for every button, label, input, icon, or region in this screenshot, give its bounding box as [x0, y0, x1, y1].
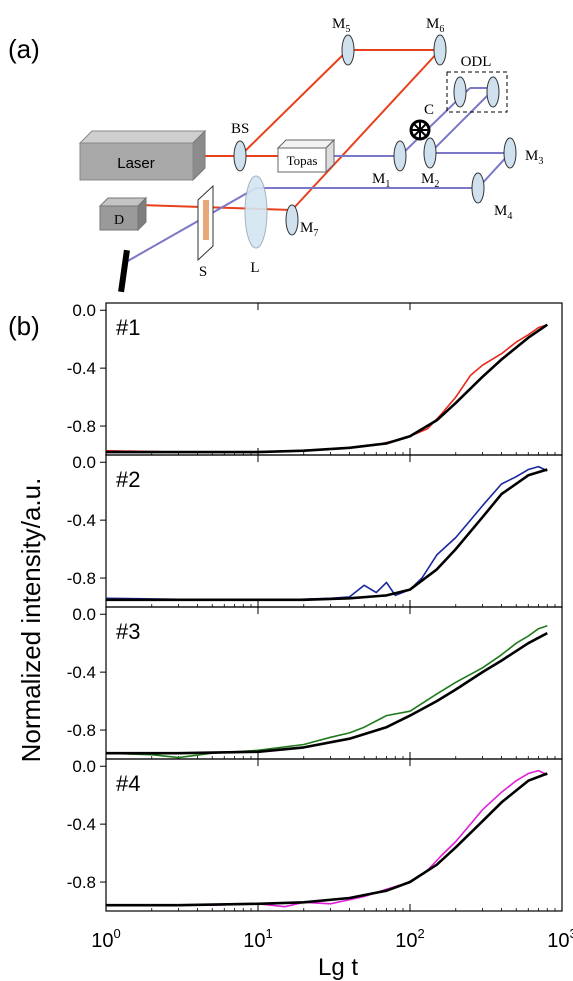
y-tick-label: -0.8: [67, 569, 96, 588]
y-tick-label: 0.0: [72, 301, 96, 320]
odl-mirror-1: [453, 76, 467, 108]
detector-box: D: [98, 196, 148, 232]
subplot-title: #4: [116, 771, 140, 796]
x-axis-title: Lg t: [318, 954, 358, 981]
y-tick-label: -0.8: [67, 417, 96, 436]
data-line: [106, 769, 548, 908]
m3-label: M3: [525, 148, 543, 167]
beam-dump: [118, 249, 130, 293]
y-tick-label: -0.8: [67, 873, 96, 892]
data-line: [105, 465, 548, 601]
x-tick-label: 102: [395, 926, 424, 952]
y-tick-label: -0.4: [67, 359, 96, 378]
subplot-title: #2: [116, 467, 140, 492]
topas-box: Topas: [276, 138, 336, 174]
x-tick-label: 101: [243, 926, 272, 952]
sample-label: S: [199, 264, 207, 280]
subplot-4: 0.0 -0.4 -0.8 #4: [67, 757, 563, 912]
y-tick-label: 0.0: [72, 605, 96, 624]
odl-label: ODL: [461, 54, 492, 70]
sample: S: [197, 184, 214, 280]
lens: L: [244, 175, 268, 276]
x-tick-label: 103: [547, 926, 573, 952]
plot-frame: [105, 454, 563, 608]
y-tick-label: -0.4: [67, 815, 96, 834]
m6-label: M6: [426, 16, 444, 35]
m5-label: M5: [332, 16, 350, 35]
m7-label: M7: [300, 220, 318, 239]
pump-beam: [139, 49, 441, 211]
lens-label: L: [250, 260, 259, 276]
subplot-1: 0.0 -0.4 -0.8 #1: [67, 301, 563, 456]
beamsplitter-optic: [233, 140, 247, 172]
fit-line: [106, 772, 548, 907]
panel-b-label: (b): [8, 311, 40, 341]
x-tick-label: 100: [91, 926, 120, 952]
subplot-title: #3: [116, 619, 140, 644]
odl-mirror-2: [486, 76, 500, 108]
y-axis-title: Normalized intensity/a.u.: [16, 478, 46, 763]
mirror-m5-optic: [341, 34, 355, 66]
kinetics-panel: (b) Normalized intensity/a.u. Lg t 0.0 -0…: [8, 301, 573, 981]
m1-label: M1: [372, 171, 390, 190]
y-tick-label: -0.4: [67, 511, 96, 530]
fit-line: [106, 468, 548, 602]
x-tick-labels: 100 101 102 103: [91, 926, 573, 952]
laser-label: Laser: [117, 155, 155, 172]
m4-label: M4: [494, 203, 512, 222]
panel-a-label: (a): [8, 34, 40, 64]
mirror-m2-optic: [423, 137, 437, 169]
data-line: [105, 625, 548, 759]
subplot-title: #1: [116, 315, 140, 340]
mirror-m6-optic: [433, 34, 447, 66]
odl-box: [446, 71, 508, 113]
subplots: 0.0-0.4-0.8#10.0-0.4-0.8#20.0-0.4-0.8#30…: [67, 301, 563, 912]
y-tick-label: -0.4: [67, 663, 96, 682]
mirror-m1-optic: [393, 140, 407, 172]
laser-box: Laser: [78, 129, 207, 182]
detector-label: D: [114, 213, 124, 228]
mirror-m4-optic: [471, 172, 485, 204]
y-tick-label: 0.0: [72, 757, 96, 776]
plot-frame: [105, 302, 563, 456]
subplot-2: 0.0 -0.4 -0.8 #2: [67, 453, 563, 608]
fit-line: [106, 323, 549, 454]
subplot-3: 0.0 -0.4 -0.8 #3: [67, 605, 563, 760]
mirror-m7-optic: [285, 204, 299, 236]
setup-diagram: (a) Laser: [8, 16, 543, 293]
fit-line: [106, 631, 548, 755]
data-line: [105, 323, 548, 453]
chopper-icon: [409, 119, 431, 141]
plot-frame: [105, 758, 563, 912]
mirror-m3-optic: [503, 137, 517, 169]
m2-label: M2: [421, 171, 439, 190]
y-tick-label: 0.0: [72, 453, 96, 472]
optics: [233, 34, 517, 236]
topas-label: Topas: [287, 153, 318, 168]
chopper-label: C: [424, 102, 434, 118]
bs-label: BS: [231, 121, 249, 137]
y-tick-label: -0.8: [67, 721, 96, 740]
